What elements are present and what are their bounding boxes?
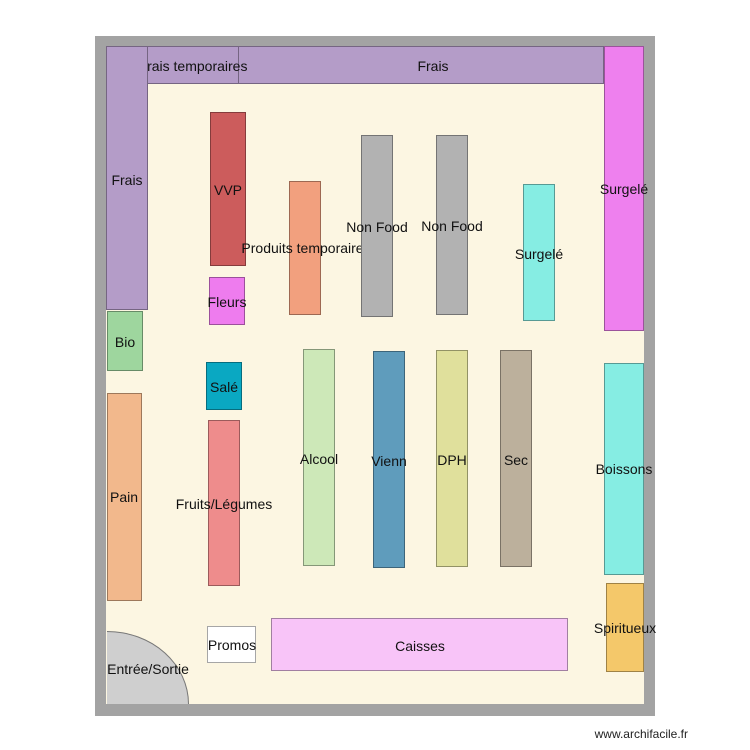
watermark: www.archifacile.fr xyxy=(594,727,688,741)
label-non-food-2: Non Food xyxy=(421,218,483,234)
zone-sale[interactable] xyxy=(206,362,242,410)
label-entree-sortie: Entrée/Sortie xyxy=(107,661,189,677)
zone-boissons[interactable] xyxy=(604,363,644,575)
zone-spiritueux[interactable] xyxy=(606,583,644,672)
label-caisses: Caisses xyxy=(395,638,445,654)
zone-surgele-right[interactable] xyxy=(604,46,644,331)
zone-caisses[interactable] xyxy=(271,618,568,671)
zone-bio[interactable] xyxy=(107,311,143,371)
zone-vvp[interactable] xyxy=(210,112,246,266)
zone-non-food-2[interactable] xyxy=(436,135,468,315)
label-produits-temporaires: Produits temporaires xyxy=(241,240,371,256)
label-alcool: Alcool xyxy=(299,451,339,467)
zone-promos[interactable] xyxy=(207,626,256,663)
label-fleurs: Fleurs xyxy=(207,294,247,310)
label-surgele-right: Surgelé xyxy=(599,181,649,197)
zone-produits-temporaires[interactable] xyxy=(289,181,321,315)
label-vienn: Vienn xyxy=(371,453,407,469)
zone-alcool[interactable] xyxy=(303,349,335,566)
label-surgele-mid: Surgelé xyxy=(514,246,564,262)
label-frais-left: Frais xyxy=(111,172,143,188)
zone-dph[interactable] xyxy=(436,350,468,567)
label-fruits-legumes: Fruits/Légumes xyxy=(175,496,273,512)
zone-fleurs[interactable] xyxy=(209,277,245,325)
label-pain: Pain xyxy=(109,489,139,505)
zone-non-food-1[interactable] xyxy=(361,135,393,317)
label-promos: Promos xyxy=(207,637,257,653)
label-vvp: VVP xyxy=(213,182,243,198)
label-non-food-1: Non Food xyxy=(346,219,408,235)
label-spiritueux: Spiritueux xyxy=(593,620,657,636)
label-frais-temporaires: Frais temporaires xyxy=(138,58,248,74)
label-bio: Bio xyxy=(114,334,136,350)
zone-frais-temporaires[interactable] xyxy=(147,46,239,84)
label-dph: DPH xyxy=(437,452,467,468)
label-sec: Sec xyxy=(503,452,529,468)
label-boissons: Boissons xyxy=(595,461,653,477)
zone-surgele-mid[interactable] xyxy=(523,184,555,321)
label-sale: Salé xyxy=(209,379,239,395)
label-frais-top: Frais xyxy=(417,58,449,74)
zone-frais-left[interactable] xyxy=(106,46,148,310)
zone-pain[interactable] xyxy=(107,393,142,601)
zone-vienn[interactable] xyxy=(373,351,405,568)
zone-fruits-legumes[interactable] xyxy=(208,420,240,586)
zone-sec[interactable] xyxy=(500,350,532,567)
